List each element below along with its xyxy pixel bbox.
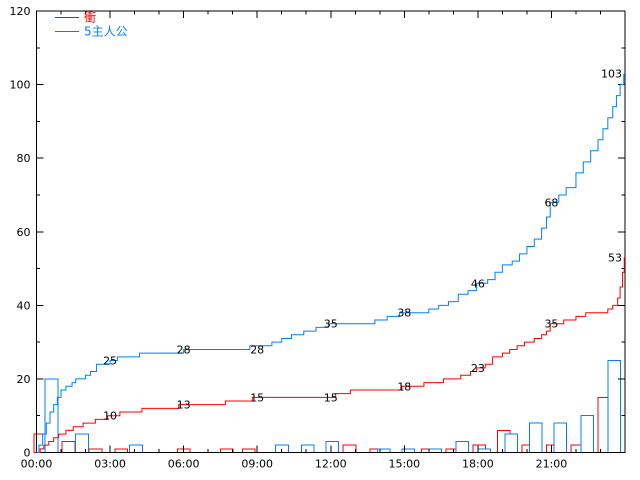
x-tick-label: 15:00 [388, 458, 420, 471]
point-label: 28 [177, 343, 191, 356]
point-label: 103 [601, 68, 622, 81]
series-bar [300, 444, 315, 453]
axes-ticks: 00:00 03:00 06:00 09:00 12:00 15:00 18:00 21:00… [10, 5, 626, 471]
series-bar [241, 448, 256, 453]
series-bar [455, 440, 470, 453]
point-label: 68 [544, 196, 558, 209]
point-label: 15 [324, 391, 338, 404]
series-bar [504, 433, 519, 453]
series-bar [401, 448, 416, 453]
x-tick-label: 03:00 [94, 458, 126, 471]
series-line [36, 73, 625, 453]
legend-label: 衝 [84, 11, 96, 25]
point-label: 35 [324, 318, 338, 331]
series-bar [580, 415, 595, 454]
series-bar [477, 448, 492, 453]
point-label: 23 [471, 362, 485, 375]
x-tick-label: 06:00 [168, 458, 200, 471]
y-tick-label: 80 [17, 152, 31, 165]
series-bar [376, 448, 391, 453]
point-label: 25 [103, 355, 117, 368]
x-tick-label: 12:00 [315, 458, 347, 471]
y-tick-label: 120 [10, 5, 31, 18]
point-label: 18 [397, 380, 411, 393]
point-label: 13 [177, 399, 191, 412]
x-tick-label: 00:00 [21, 458, 53, 471]
y-tick-label: 40 [17, 299, 31, 312]
series-bar [114, 448, 129, 453]
x-tick-label: 18:00 [462, 458, 494, 471]
point-label: 53 [608, 252, 622, 265]
point-label: 46 [471, 277, 485, 290]
y-tick-label: 20 [17, 373, 31, 386]
series-bar [61, 440, 76, 453]
series-line [36, 257, 625, 453]
y-tick-label: 60 [17, 226, 31, 239]
point-label: 15 [250, 391, 264, 404]
x-tick-label: 09:00 [241, 458, 273, 471]
point-label: 35 [544, 318, 558, 331]
series-bar [325, 440, 340, 453]
series-bar [88, 448, 103, 453]
series-bar [607, 360, 622, 454]
y-tick-label: 0 [24, 447, 31, 460]
series-bar [129, 444, 143, 453]
point-label: 38 [397, 307, 411, 320]
series-bar [75, 433, 89, 453]
y-tick-label: 100 [10, 79, 31, 92]
series-bar [553, 422, 568, 454]
plot-border [36, 10, 626, 453]
point-label: 10 [103, 410, 117, 423]
series-bar [528, 422, 543, 454]
series-bar [342, 444, 357, 453]
point-label: 28 [250, 343, 264, 356]
x-tick-label: 21:00 [536, 458, 568, 471]
legend-label: 5主人公 [84, 25, 128, 39]
series-bar [428, 448, 443, 453]
series-bar [219, 448, 234, 453]
